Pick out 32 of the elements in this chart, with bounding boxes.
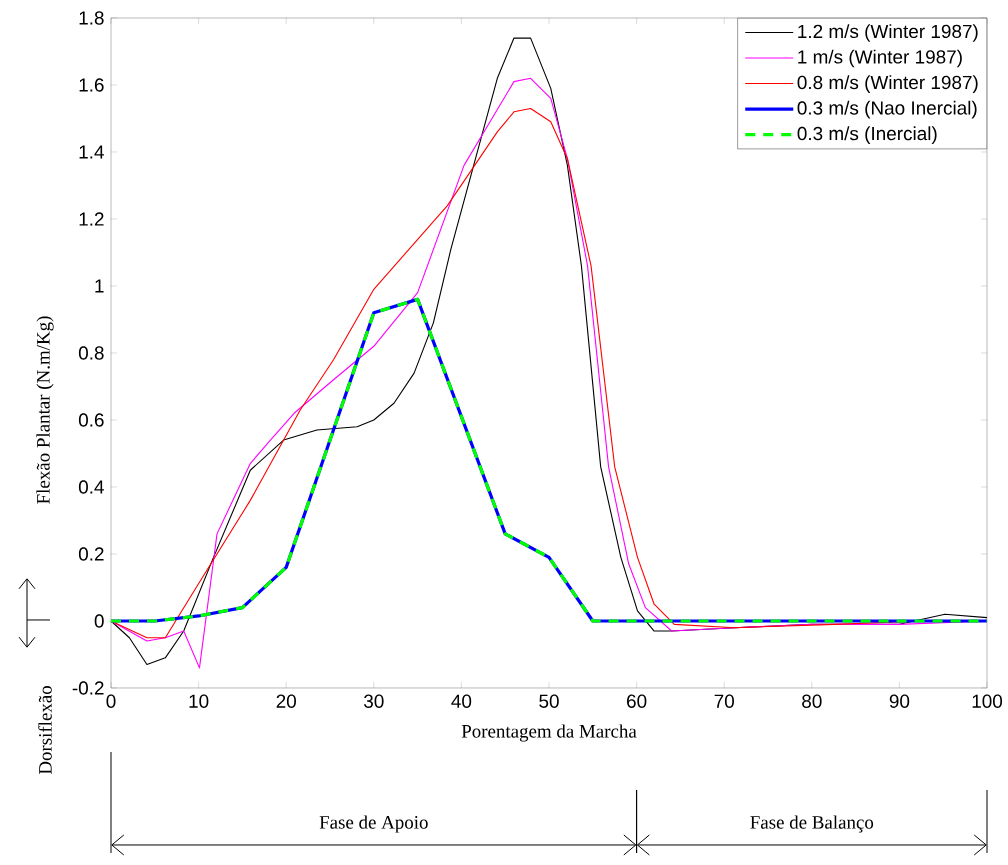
y-tick-label: 1.6: [79, 78, 104, 92]
legend-label: 0.3 m/s (Nao Inercial): [797, 100, 977, 119]
y-tick-label: 1.8: [79, 11, 104, 25]
text: Dorsiflexão: [38, 686, 52, 775]
y-tick-label: 0.8: [78, 346, 104, 360]
y-tick-label: 0.2: [78, 547, 104, 561]
x-tick-label: 40: [451, 694, 472, 708]
x-tick-label: 90: [889, 694, 910, 708]
y-tick-label: 1: [95, 279, 104, 293]
legend-label: 0.3 m/s (Inercial): [797, 126, 937, 144]
y-tick-label: 1.2: [79, 212, 104, 226]
x-tick-label: 70: [714, 694, 734, 708]
y-tick-label: 0.6: [78, 413, 104, 427]
text: Fase de Apoio: [319, 815, 428, 833]
x-tick-label: 10: [189, 694, 209, 708]
y-tick-label: 0.4: [78, 480, 104, 494]
y-tick-label: 1.4: [79, 145, 104, 159]
x-tick-label: 20: [276, 694, 296, 708]
legend-label: 1.2 m/s (Winter 1987): [798, 24, 978, 42]
x-tick-label: 100: [972, 694, 1003, 708]
x-tick-label: 0: [106, 694, 116, 708]
x-tick-label: 30: [364, 694, 384, 708]
y-tick-label: 0: [94, 614, 104, 628]
y-tick-label: -0.2: [72, 681, 104, 695]
x-tick-label: 50: [539, 694, 559, 708]
legend-label: 1 m/s (Winter 1987): [798, 49, 962, 68]
x-tick-label: 80: [802, 694, 822, 708]
x-tick-label: 60: [627, 694, 647, 708]
legend-label: 0.8 m/s (Winter 1987): [797, 75, 978, 93]
text: Fase de Balanço: [750, 815, 874, 833]
x-axis-title: Porentagem da Marcha: [461, 724, 637, 742]
y-axis-title: Flexão Plantar (N.m/Kg): [36, 316, 54, 504]
